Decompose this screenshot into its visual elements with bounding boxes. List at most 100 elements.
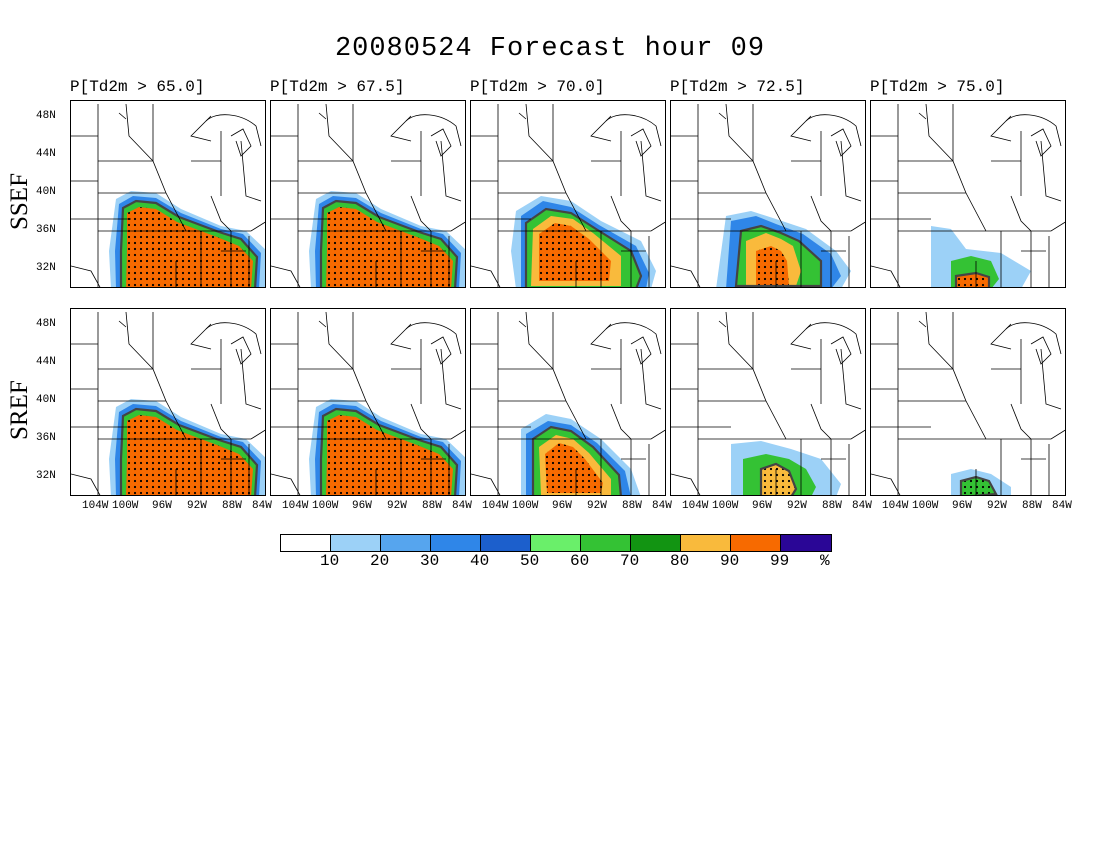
state-border — [240, 348, 262, 410]
state-border — [325, 311, 354, 370]
state-border — [1040, 348, 1062, 410]
state-border — [410, 403, 432, 440]
lon-label: 100W — [112, 500, 139, 512]
lon-label: 84W — [652, 500, 672, 512]
state-border — [725, 103, 754, 162]
state-border — [640, 140, 662, 202]
colorbar-swatch — [631, 535, 681, 551]
state-border — [605, 322, 662, 355]
probability-map — [271, 103, 465, 287]
lon-label: 88W — [1022, 500, 1042, 512]
lat-label: 32N — [36, 470, 56, 482]
probability-map — [71, 311, 265, 495]
map-panel-ssef-3 — [470, 100, 666, 288]
state-border — [318, 320, 327, 328]
ensemble-contour-line — [959, 475, 998, 495]
probability-map — [71, 103, 265, 287]
state-border — [240, 140, 262, 202]
colorbar-swatch — [331, 535, 381, 551]
state-border — [590, 323, 612, 350]
colorbar-swatch — [531, 535, 581, 551]
state-border — [1010, 195, 1032, 232]
colorbar-label: 40 — [470, 552, 490, 570]
state-border — [1005, 114, 1062, 147]
state-border — [1005, 322, 1062, 355]
colorbar-swatch — [481, 535, 531, 551]
state-border — [318, 112, 327, 120]
state-border — [640, 348, 662, 410]
probability-map — [871, 311, 1065, 495]
lat-label: 40N — [36, 394, 56, 406]
state-border — [405, 114, 462, 147]
ensemble-contour-line — [531, 425, 622, 495]
state-border — [552, 104, 587, 232]
state-border — [271, 473, 301, 495]
colorbar-swatch — [431, 535, 481, 551]
state-border — [205, 322, 262, 355]
state-border — [752, 104, 787, 232]
column-title-75: P[Td2m > 75.0] — [870, 78, 1005, 96]
state-border — [840, 140, 862, 202]
lat-label: 44N — [36, 356, 56, 368]
colorbar-swatch — [781, 535, 831, 551]
colorbar-label: 10 — [320, 552, 340, 570]
lon-label: 92W — [787, 500, 807, 512]
state-border — [718, 112, 727, 120]
state-border — [1030, 128, 1052, 157]
state-border — [205, 114, 262, 147]
map-panel-ssef-4 — [670, 100, 866, 288]
map-panel-ssef-5 — [870, 100, 1066, 288]
lon-label: 92W — [387, 500, 407, 512]
state-border — [186, 221, 265, 232]
state-border — [352, 104, 387, 232]
state-border — [471, 473, 501, 495]
state-border — [325, 103, 354, 162]
probability-map — [471, 311, 665, 495]
state-border — [525, 103, 554, 162]
state-border — [125, 311, 154, 370]
state-border — [152, 312, 187, 440]
state-border — [918, 320, 927, 328]
map-panel-sref-2 — [270, 308, 466, 496]
stipple-dots — [539, 223, 609, 281]
lon-label: 104W — [82, 500, 109, 512]
state-border — [1010, 403, 1032, 440]
state-border — [871, 473, 901, 495]
colorbar-label: 90 — [720, 552, 740, 570]
probability-contour-fill — [761, 464, 796, 495]
row-label-sref: SREF — [6, 380, 33, 440]
state-border — [871, 265, 901, 287]
state-border — [71, 265, 101, 287]
colorbar-label: 70 — [620, 552, 640, 570]
map-panel-ssef-1 — [70, 100, 266, 288]
state-border — [271, 265, 301, 287]
figure-title: 20080524 Forecast hour 09 — [334, 34, 766, 64]
column-title-70: P[Td2m > 70.0] — [470, 78, 605, 96]
state-border — [790, 115, 812, 142]
state-border — [830, 128, 852, 157]
lat-label: 48N — [36, 318, 56, 330]
lon-label: 92W — [587, 500, 607, 512]
lon-label: 92W — [987, 500, 1007, 512]
colorbar-swatch — [381, 535, 431, 551]
lat-label: 48N — [36, 110, 56, 122]
state-border — [518, 112, 527, 120]
state-border — [630, 128, 652, 157]
state-border — [410, 195, 432, 232]
colorbar-label: % — [820, 552, 830, 570]
state-border — [610, 195, 632, 232]
state-border — [190, 115, 212, 142]
lon-label: 84W — [1052, 500, 1072, 512]
probability-contour-fill — [126, 207, 253, 287]
probability-contour-fill — [539, 223, 611, 281]
state-border — [430, 128, 452, 157]
colorbar-swatch — [731, 535, 781, 551]
state-border — [786, 221, 865, 232]
probability-map — [671, 103, 865, 287]
state-border — [671, 265, 701, 287]
state-border — [925, 103, 954, 162]
state-border — [430, 336, 452, 365]
state-border — [440, 140, 462, 202]
state-border — [986, 429, 1065, 440]
lat-label: 40N — [36, 186, 56, 198]
